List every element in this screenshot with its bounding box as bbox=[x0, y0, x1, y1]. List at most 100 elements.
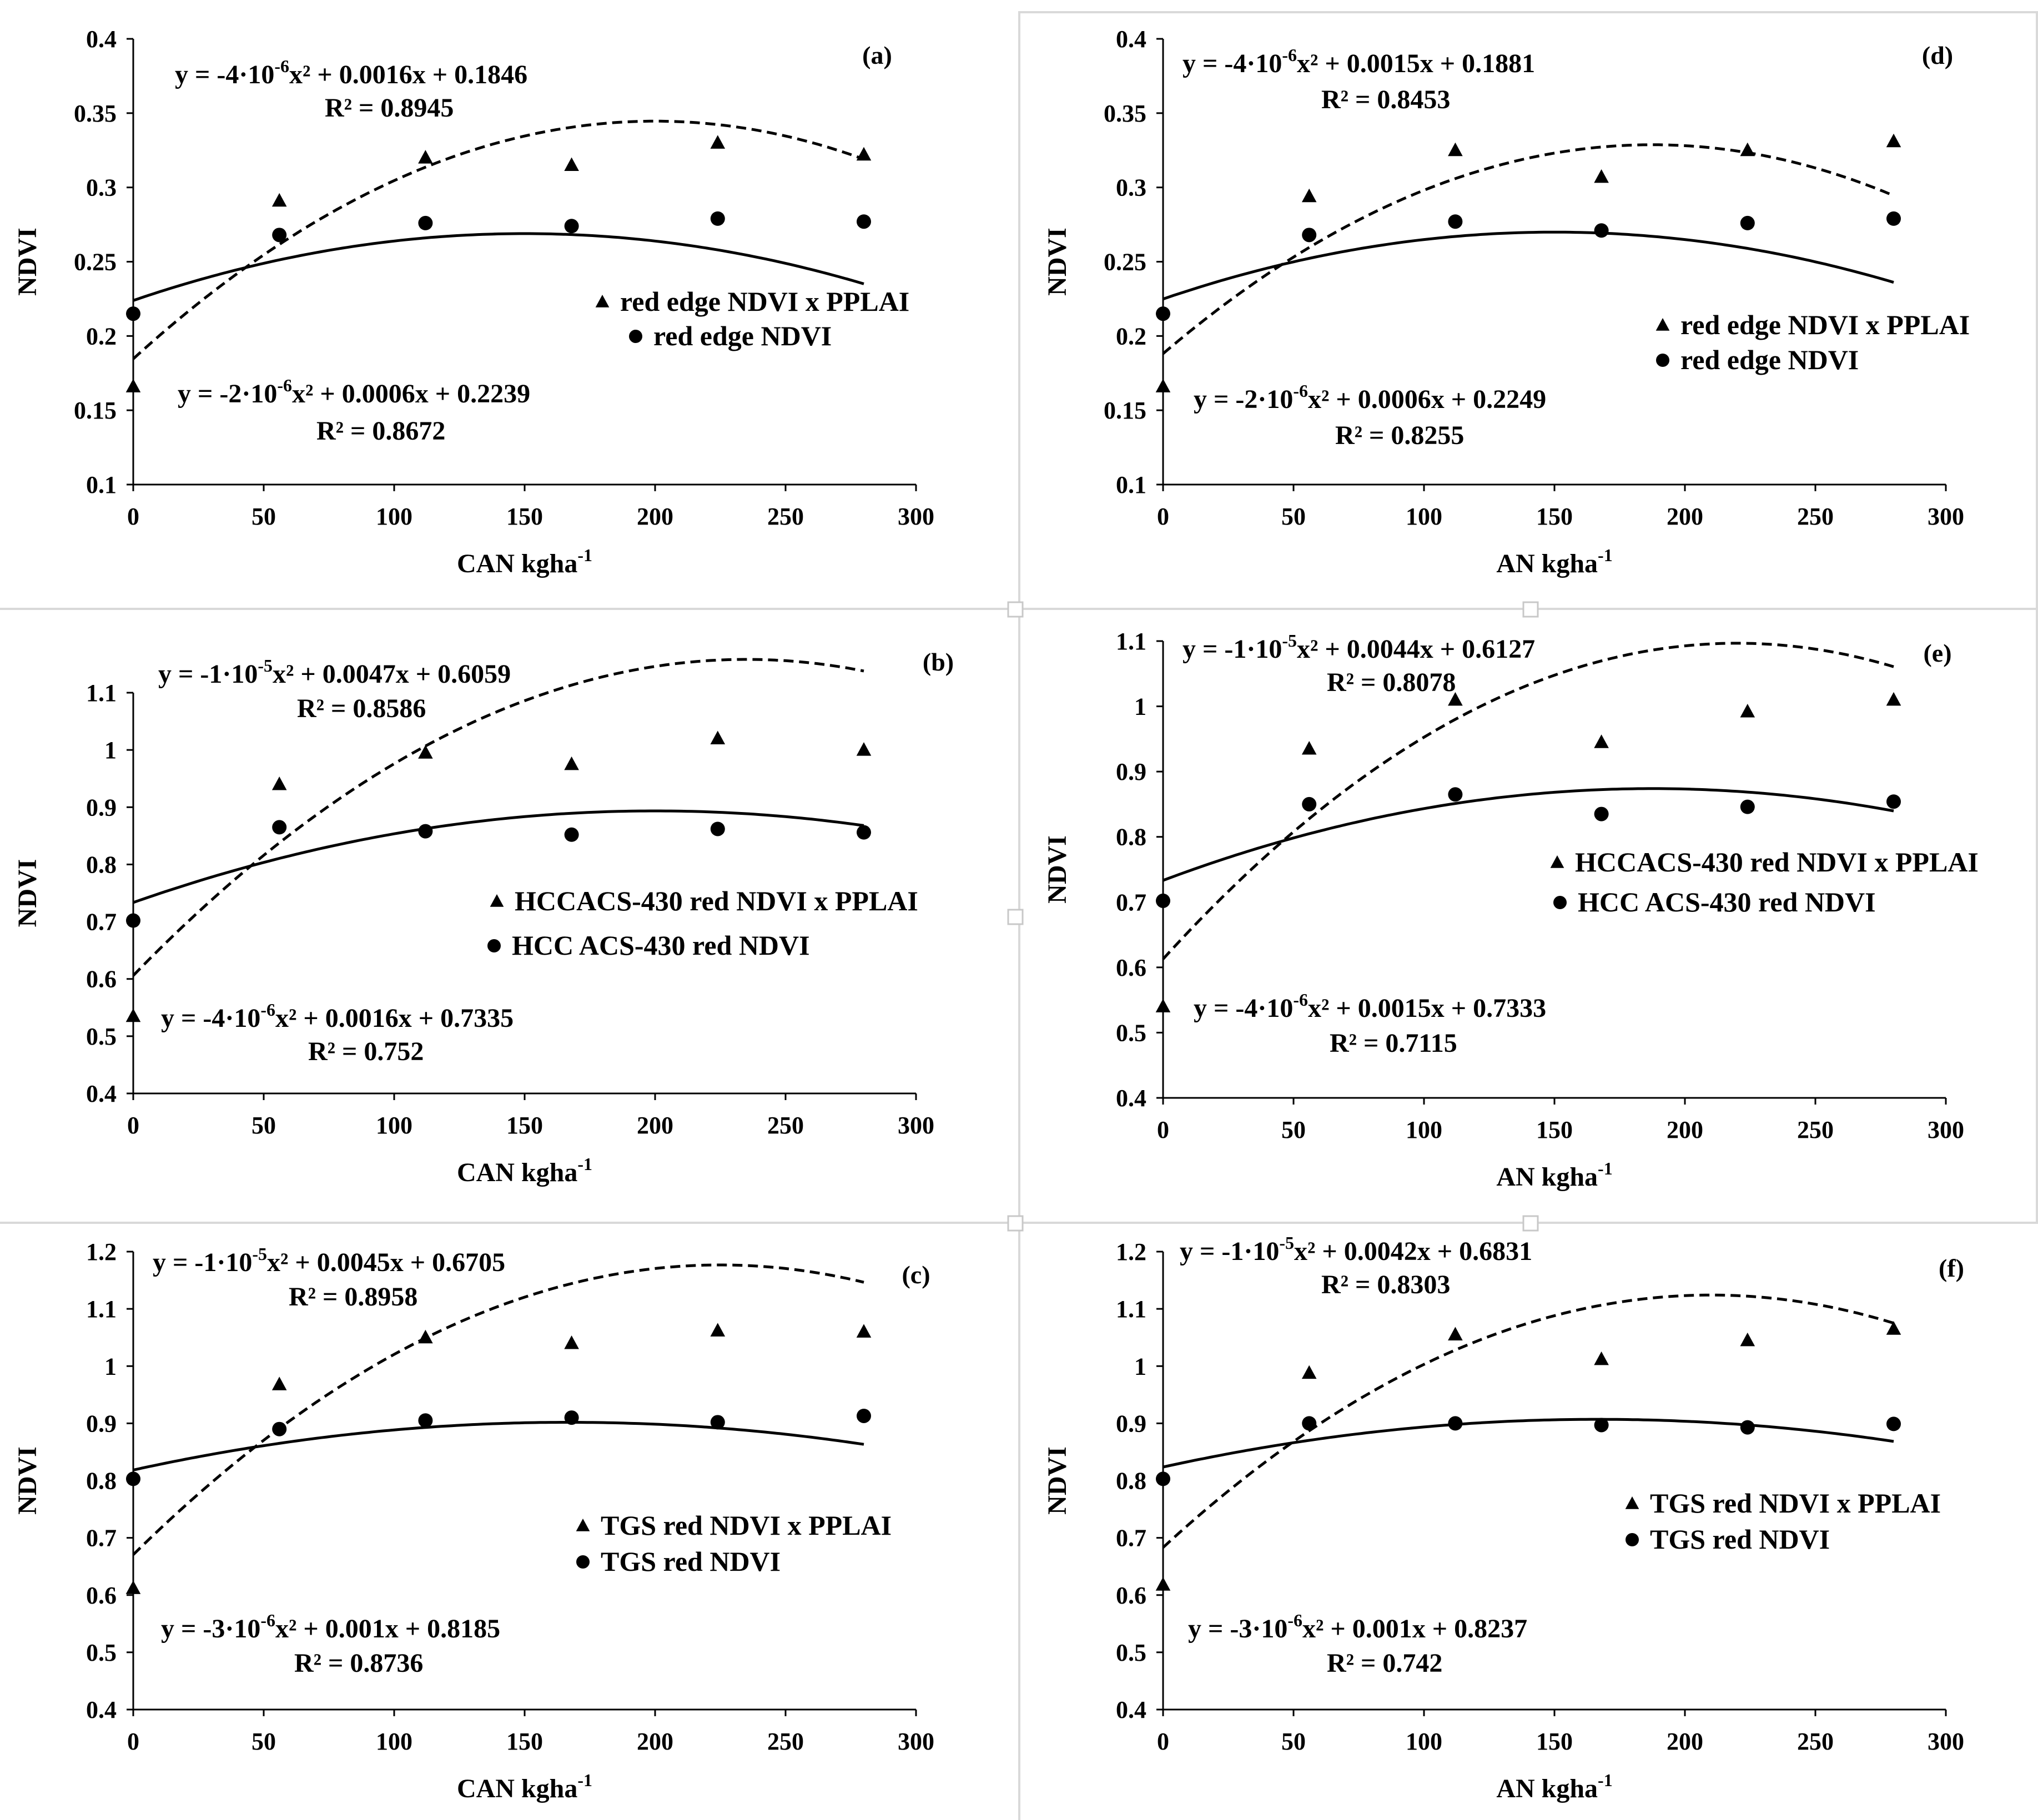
triangle-data-point bbox=[1594, 734, 1609, 748]
x-tick-label: 150 bbox=[506, 503, 543, 530]
trendline-equation-1-prefix: y = -1·10 bbox=[1180, 1237, 1279, 1266]
triangle-data-point bbox=[1740, 703, 1755, 718]
r-squared-label-2: R² = 0.7115 bbox=[1330, 1029, 1457, 1058]
trendline-equation-1: y = -4·10-6x² + 0.0016x + 0.1846 bbox=[175, 56, 527, 89]
x-tick-label: 150 bbox=[1536, 1116, 1573, 1143]
x-axis-label: AN kgha-1 bbox=[1496, 1158, 1612, 1192]
legend-label: HCCACS-430 red NDVI x PPLAI bbox=[515, 885, 918, 916]
y-tick-label: 1.2 bbox=[86, 1238, 117, 1266]
x-tick-label: 300 bbox=[898, 1728, 934, 1755]
panel-a: 0.1 0.15 0.2 0.25 0.3 0.35 0.4 0 50 100 150 200 250 3… bbox=[13, 26, 934, 578]
triangle-data-point bbox=[1301, 1365, 1317, 1379]
trendline-equation-1-suffix: x² + 0.0016x + 0.1846 bbox=[289, 60, 527, 89]
circle-data-point bbox=[1740, 215, 1755, 230]
y-tick-label: 1.1 bbox=[86, 679, 117, 707]
x-tick-label: 300 bbox=[1928, 1728, 1964, 1755]
y-tick-label: 0.25 bbox=[1104, 249, 1146, 276]
x-tick-label: 200 bbox=[1667, 503, 1703, 530]
y-tick-label: 0.25 bbox=[74, 249, 117, 276]
y-tick-label: 0.4 bbox=[86, 1696, 117, 1723]
y-tick-label: 0.15 bbox=[1104, 397, 1146, 424]
trendline-equation-2-suffix: x² + 0.0006x + 0.2249 bbox=[1308, 385, 1546, 414]
trendline-equation-1-exponent: -6 bbox=[1282, 45, 1297, 65]
triangle-data-point bbox=[856, 1324, 872, 1338]
legend-label: TGS red NDVI bbox=[601, 1546, 781, 1577]
triangle-data-point bbox=[710, 1323, 726, 1337]
y-tick-label: 1.1 bbox=[1116, 1295, 1146, 1323]
panel-label: (f) bbox=[1939, 1254, 1964, 1282]
x-axis-label-superscript: -1 bbox=[577, 1154, 592, 1174]
y-tick-label: 1 bbox=[104, 737, 117, 764]
y-tick-label: 0.3 bbox=[1116, 174, 1146, 201]
trendline-equation-2-suffix: x² + 0.0016x + 0.7335 bbox=[275, 1004, 514, 1033]
x-axis-label-main: AN kgha bbox=[1496, 1162, 1598, 1192]
x-tick-label: 100 bbox=[1406, 1116, 1442, 1143]
y-tick-label: 0.6 bbox=[86, 1582, 117, 1609]
r-squared-label-2: R² = 0.8255 bbox=[1335, 421, 1464, 450]
chart-panels: 0.10.150.20.250.30.350.40 50 100 150 200 250 3… bbox=[13, 26, 1979, 1803]
circle-data-point bbox=[1302, 228, 1317, 243]
solid-trendline-series-2 bbox=[133, 1421, 864, 1471]
legend-label: HCC ACS-430 red NDVI bbox=[1578, 886, 1876, 917]
circle-data-point bbox=[1594, 806, 1609, 821]
panel-e-selection-frame[interactable] bbox=[1018, 608, 2038, 1224]
y-tick-label: 1 bbox=[1134, 693, 1146, 720]
y-tick-label: 0.8 bbox=[1116, 1468, 1146, 1495]
triangle-data-point bbox=[1448, 692, 1463, 706]
solid-trendline-series-2 bbox=[1163, 1418, 1894, 1469]
y-tick-label: 0.2 bbox=[86, 322, 117, 350]
circle-data-point bbox=[1886, 1416, 1901, 1431]
circle-data-point bbox=[418, 824, 433, 839]
y-tick-label: 0.8 bbox=[1116, 824, 1146, 851]
circle-data-point bbox=[710, 1415, 725, 1430]
y-tick-label: 0.6 bbox=[1116, 1582, 1146, 1609]
x-axis-label-main: CAN kgha bbox=[457, 1774, 577, 1803]
circle-data-point bbox=[710, 821, 725, 836]
trendline-equation-2-exponent: -6 bbox=[1293, 990, 1308, 1010]
y-tick-label: 0.1 bbox=[1116, 471, 1146, 498]
trendline-equation-2-exponent: -6 bbox=[260, 1610, 275, 1630]
trendline-equation-1: y = -1·10-5x² + 0.0042x + 0.6831 bbox=[1180, 1233, 1532, 1266]
triangle-data-point bbox=[271, 1377, 287, 1390]
x-tick-label: 0 bbox=[127, 1112, 139, 1139]
circle-data-point bbox=[710, 211, 725, 226]
trendline-equation-1-exponent: -5 bbox=[1282, 631, 1297, 651]
x-axis-label-superscript: -1 bbox=[577, 545, 592, 565]
resize-handle-top-mid[interactable] bbox=[1522, 601, 1539, 618]
legend-label: TGS red NDVI x PPLAI bbox=[1650, 1488, 1941, 1519]
x-axis-label: CAN kgha-1 bbox=[457, 545, 592, 578]
legend-circle-icon bbox=[1656, 354, 1669, 367]
resize-handle-bottom-mid[interactable] bbox=[1522, 1215, 1539, 1232]
panel-f: 0.4 0.5 0.6 0.7 0.8 0.9 1 1.1 1.2 0 50 100 150 200 250… bbox=[1043, 1233, 1964, 1803]
y-tick-label: 0.4 bbox=[1116, 26, 1146, 53]
trendline-equation-2-prefix: y = -2·10 bbox=[178, 379, 277, 409]
legend-label: red edge NDVI bbox=[1680, 344, 1859, 375]
legend-circle-icon bbox=[576, 1555, 590, 1569]
triangle-data-point bbox=[564, 1335, 579, 1349]
circle-data-point bbox=[1886, 211, 1901, 226]
trendline-equation-1-exponent: -6 bbox=[274, 56, 289, 76]
y-tick-label: 0.8 bbox=[86, 851, 117, 878]
circle-data-point bbox=[1594, 223, 1609, 238]
x-tick-label: 100 bbox=[1406, 503, 1442, 530]
trendline-equation-1-suffix: x² + 0.0047x + 0.6059 bbox=[273, 659, 511, 689]
x-axis-label: CAN kgha-1 bbox=[457, 1154, 592, 1187]
trendline-equation-1-prefix: y = -1·10 bbox=[153, 1248, 252, 1277]
legend-label: HCCACS-430 red NDVI x PPLAI bbox=[1575, 846, 1979, 878]
r-squared-label-1: R² = 0.8958 bbox=[289, 1282, 417, 1312]
r-squared-label-2: R² = 0.752 bbox=[308, 1037, 424, 1066]
x-tick-label: 300 bbox=[898, 1112, 934, 1139]
trendline-equation-2-suffix: x² + 0.0006x + 0.2239 bbox=[292, 379, 530, 409]
resize-handle-bottom-left[interactable] bbox=[1007, 1215, 1024, 1232]
panel-label: (a) bbox=[862, 41, 892, 69]
x-axis-label-superscript: -1 bbox=[1598, 1770, 1613, 1790]
resize-handle-top-left[interactable] bbox=[1007, 601, 1024, 618]
trendline-equation-2-prefix: y = -3·10 bbox=[1188, 1614, 1287, 1643]
legend-label: red edge NDVI bbox=[653, 320, 832, 351]
x-tick-label: 150 bbox=[1536, 503, 1573, 530]
triangle-data-point bbox=[418, 150, 433, 164]
circle-data-point bbox=[1302, 796, 1317, 811]
resize-handle-mid-left[interactable] bbox=[1007, 909, 1024, 925]
circle-data-point bbox=[1156, 1471, 1170, 1486]
